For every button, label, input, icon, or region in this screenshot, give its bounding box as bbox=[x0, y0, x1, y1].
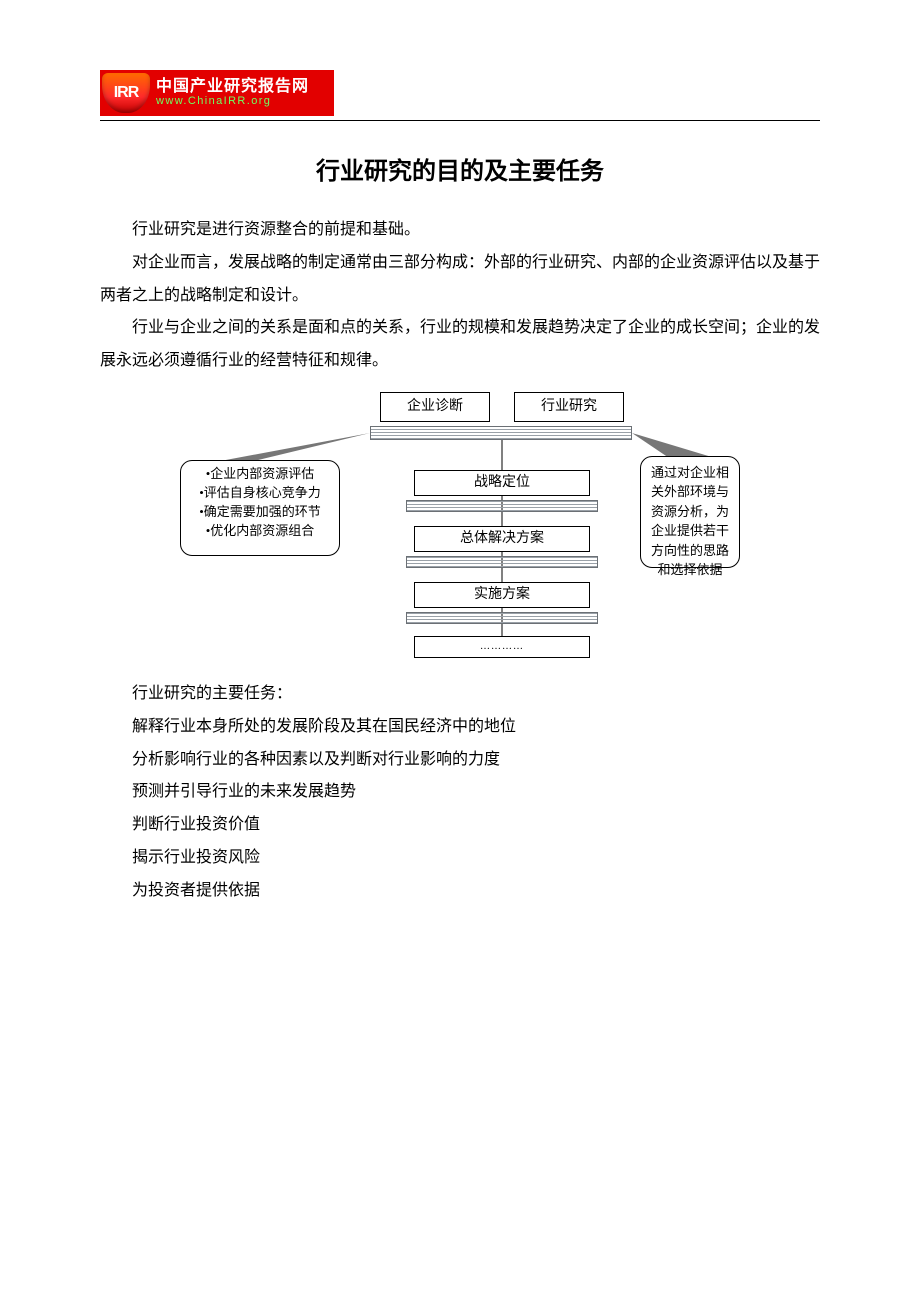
paragraph: 行业研究是进行资源整合的前提和基础。 bbox=[100, 214, 820, 247]
flow-hatch bbox=[406, 500, 598, 512]
task-item: 为投资者提供依据 bbox=[100, 875, 820, 908]
task-item: 揭示行业投资风险 bbox=[100, 842, 820, 875]
paragraph: 行业与企业之间的关系是面和点的关系，行业的规模和发展趋势决定了企业的成长空间；企… bbox=[100, 312, 820, 378]
task-item: 分析影响行业的各种因素以及判断对行业影响的力度 bbox=[100, 744, 820, 777]
tasks-section: 行业研究的主要任务： 解释行业本身所处的发展阶段及其在国民经济中的地位 分析影响… bbox=[100, 678, 820, 908]
flow-hatch bbox=[406, 556, 598, 568]
header-divider bbox=[100, 120, 820, 121]
callout-left: •企业内部资源评估 •评估自身核心竞争力 •确定需要加强的环节 •优化内部资源组… bbox=[180, 460, 340, 556]
flow-node-enterprise-diagnosis: 企业诊断 bbox=[380, 392, 490, 422]
logo-shield-icon: IRR bbox=[102, 73, 150, 113]
page-title: 行业研究的目的及主要任务 bbox=[100, 151, 820, 186]
callout-left-line: •企业内部资源评估 bbox=[183, 465, 337, 484]
logo-shield-text: IRR bbox=[114, 84, 139, 102]
flow-hatch bbox=[370, 426, 632, 440]
flow-node-ellipsis: ………… bbox=[414, 636, 590, 658]
callout-right: 通过对企业相关外部环境与资源分析，为企业提供若干方向性的思路和选择依据 bbox=[640, 456, 740, 568]
logo-en: www.ChinaIRR.org bbox=[156, 96, 309, 108]
callout-left-line: •优化内部资源组合 bbox=[183, 522, 337, 541]
logo-text-block: 中国产业研究报告网 www.ChinaIRR.org bbox=[156, 79, 309, 107]
flow-node-industry-research: 行业研究 bbox=[514, 392, 624, 422]
task-item: 判断行业投资价值 bbox=[100, 809, 820, 842]
flow-node-implementation: 实施方案 bbox=[414, 582, 590, 608]
logo-cn: 中国产业研究报告网 bbox=[156, 79, 309, 96]
paragraph: 对企业而言，发展战略的制定通常由三部分构成：外部的行业研究、内部的企业资源评估以… bbox=[100, 247, 820, 313]
task-item: 预测并引导行业的未来发展趋势 bbox=[100, 776, 820, 809]
strategy-flowchart: 企业诊断 行业研究 战略定位 总体解决方案 实施方案 ………… •企业内部资源评… bbox=[180, 392, 740, 662]
logo-bar: IRR 中国产业研究报告网 www.ChinaIRR.org bbox=[100, 70, 334, 116]
tasks-heading: 行业研究的主要任务： bbox=[100, 678, 820, 711]
flow-node-strategic-positioning: 战略定位 bbox=[414, 470, 590, 496]
flow-hatch bbox=[406, 612, 598, 624]
callout-left-line: •评估自身核心竞争力 bbox=[183, 484, 337, 503]
flow-node-overall-solution: 总体解决方案 bbox=[414, 526, 590, 552]
task-item: 解释行业本身所处的发展阶段及其在国民经济中的地位 bbox=[100, 711, 820, 744]
callout-left-line: •确定需要加强的环节 bbox=[183, 503, 337, 522]
